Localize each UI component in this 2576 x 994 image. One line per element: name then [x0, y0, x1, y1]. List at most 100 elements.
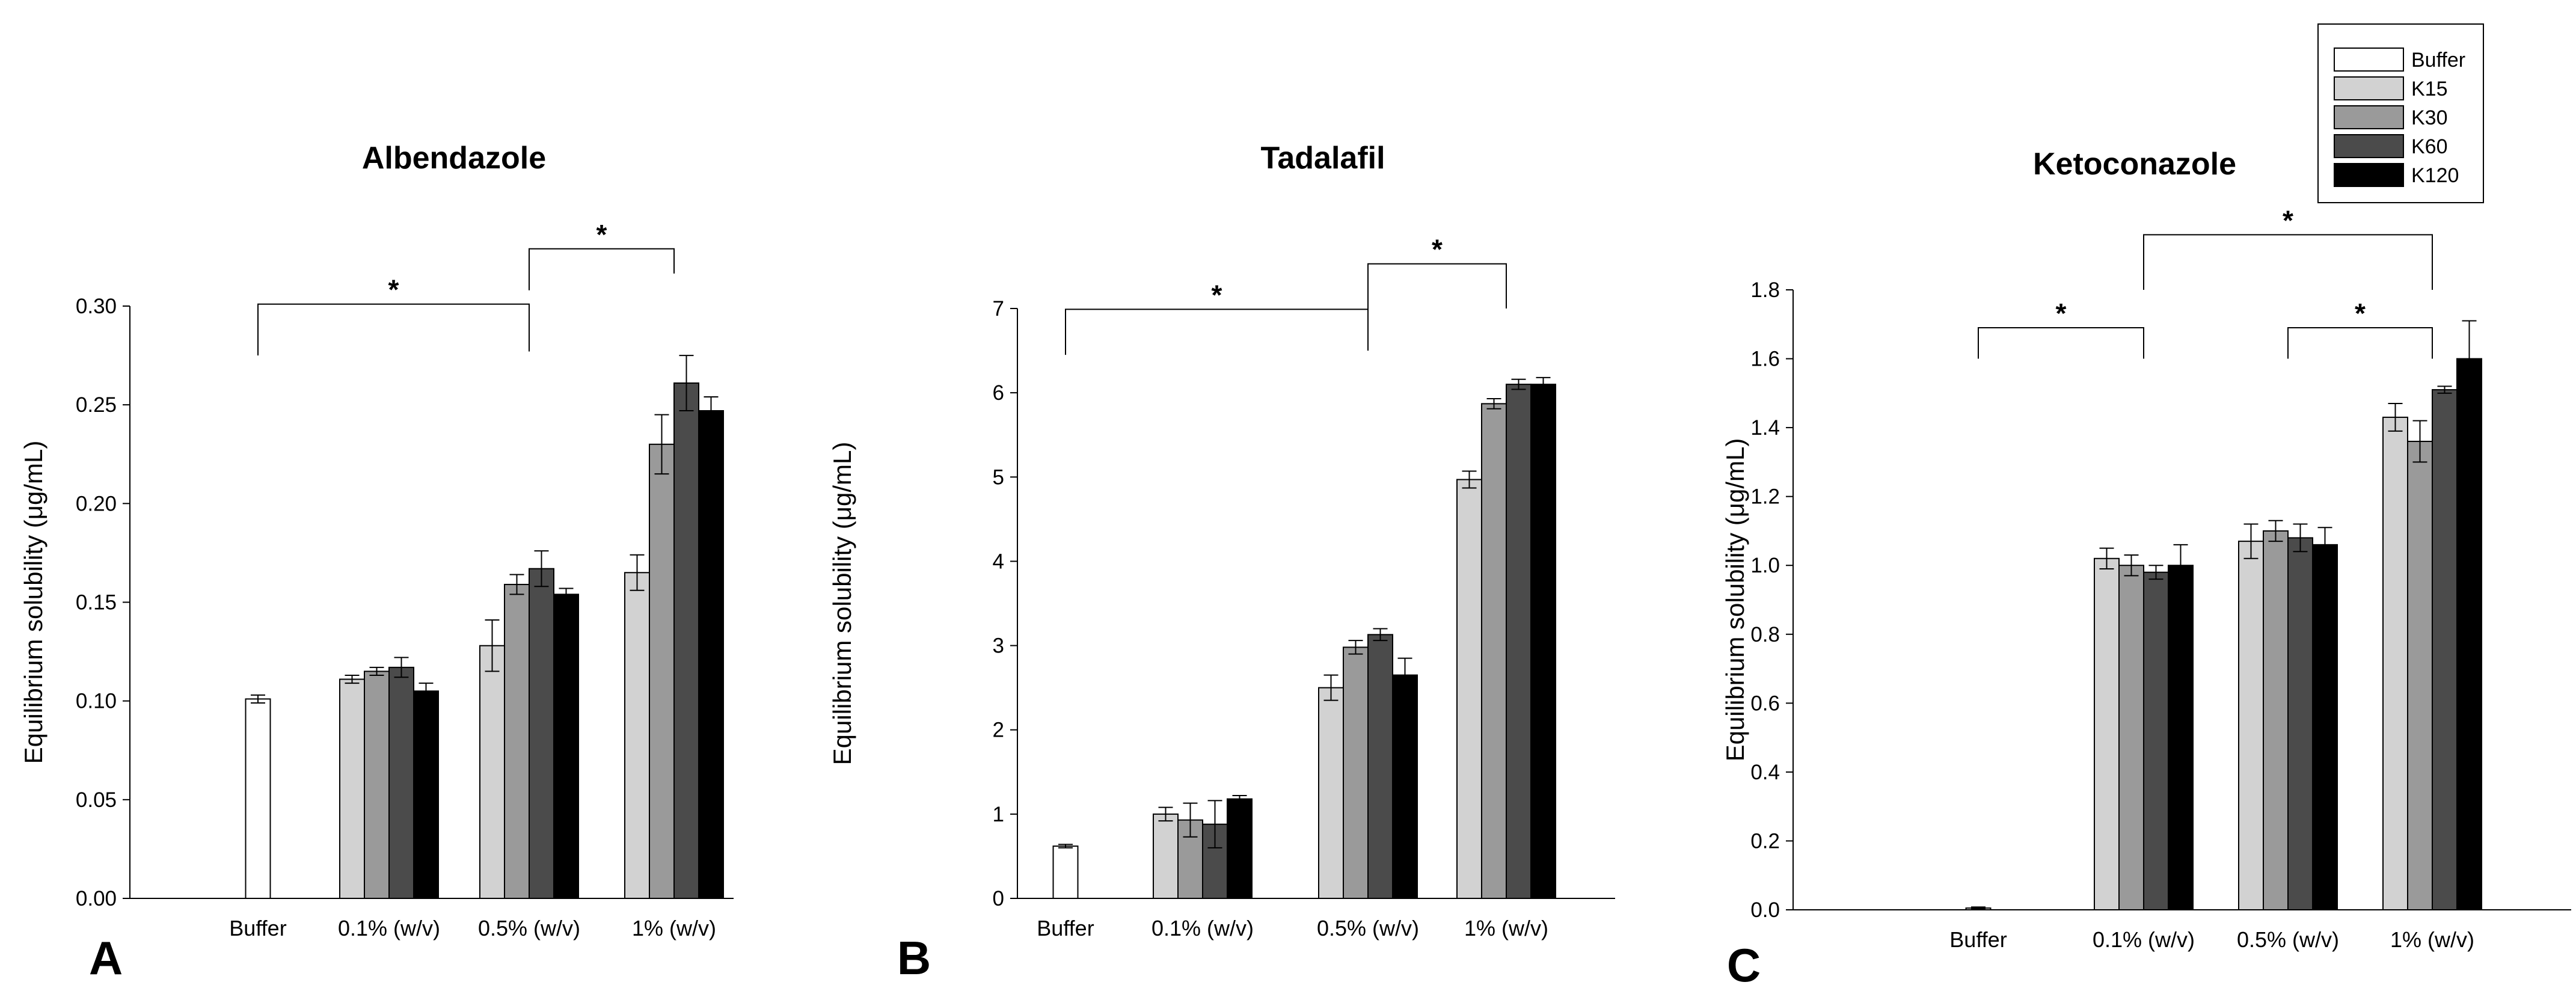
bar-k120: [2312, 544, 2338, 910]
panel-label: A: [89, 931, 123, 984]
significance-star: *: [2355, 298, 2366, 329]
legend-label: Buffer: [2411, 49, 2465, 72]
bar-k60: [2143, 571, 2169, 910]
bar-k60: [673, 382, 699, 899]
x-tick-label: 0.5% (w/v): [2237, 927, 2339, 952]
bar-k120: [2168, 565, 2194, 910]
bar-k15: [339, 678, 365, 900]
panel-label: C: [1727, 939, 1761, 991]
significance-bracket: [2287, 327, 2433, 359]
bar-k15: [2238, 541, 2264, 910]
significance-star: *: [596, 219, 607, 250]
bar-k120: [698, 410, 724, 899]
bar-k60: [529, 568, 554, 899]
legend-swatch-k60: [2334, 134, 2404, 158]
bar-k60: [388, 666, 414, 899]
x-tick-label: 0.5% (w/v): [1317, 916, 1419, 940]
x-tick-label: Buffer: [1949, 927, 2007, 952]
significance-star: *: [2283, 204, 2293, 236]
bar-k30: [649, 443, 675, 899]
bar-k15: [1153, 813, 1179, 900]
y-axis-label: Equilibrium solubility (μg/mL): [828, 442, 856, 765]
y-tick-label: 3: [993, 634, 1004, 658]
x-tick-label: 0.1% (w/v): [1152, 916, 1254, 940]
bar-k60: [2432, 389, 2458, 910]
panel-label: B: [897, 931, 931, 984]
y-tick-label: 7: [993, 297, 1004, 321]
panel-c: Ketoconazole C Equilibrium solubility (μg/…: [1721, 147, 2571, 992]
y-tick-label: 1.8: [1750, 278, 1780, 302]
x-tick-label: 1% (w/v): [632, 916, 716, 940]
panel-b: Tadalafil B Equilibrium solubility (μg/mL)…: [828, 141, 1615, 984]
bar-k120: [1530, 384, 1556, 899]
y-tick-label: 6: [993, 381, 1004, 405]
x-tick-label: 0.5% (w/v): [478, 916, 580, 940]
y-tick-label: 0.10: [76, 690, 117, 713]
y-tick-label: 0.15: [76, 591, 117, 615]
y-tick-label: 0.2: [1750, 829, 1780, 853]
bar-k120: [1227, 798, 1253, 900]
bar-k120: [553, 594, 579, 899]
legend-swatch-k120: [2334, 163, 2404, 187]
y-tick-label: 0: [993, 887, 1004, 910]
chart-title: Albendazole: [362, 141, 546, 176]
chart-title: Ketoconazole: [2033, 147, 2236, 182]
x-tick-label: 1% (w/v): [2390, 927, 2474, 952]
x-tick-label: 0.1% (w/v): [2093, 927, 2195, 952]
y-tick-label: 2: [993, 719, 1004, 742]
legend-label: K120: [2411, 164, 2459, 187]
y-tick-label: 1.2: [1750, 485, 1780, 509]
bar-k15: [2382, 416, 2408, 910]
legend-swatch-buffer: [2334, 48, 2404, 72]
y-tick-label: 0.6: [1750, 692, 1780, 715]
bar-k120: [1392, 674, 1418, 900]
panel-a: Albendazole A Equilibrium solubility (μg/m…: [19, 141, 734, 984]
significance-bracket: [1065, 308, 1369, 355]
y-tick-label: 1.0: [1750, 554, 1780, 577]
bar-k60: [1506, 384, 1532, 899]
bar-buffer: [1052, 845, 1079, 900]
y-tick-label: 0.20: [76, 492, 117, 515]
x-tick-label: 1% (w/v): [1464, 916, 1548, 940]
bar-k30: [2407, 441, 2433, 910]
legend-label: K60: [2411, 135, 2448, 158]
y-tick-label: 0.30: [76, 295, 117, 318]
significance-star: *: [388, 274, 399, 305]
significance-star: *: [1212, 279, 1222, 310]
bar-k60: [1367, 634, 1393, 900]
bar-k60: [2287, 537, 2313, 910]
bar-k30: [1481, 403, 1507, 899]
y-tick-label: 0.05: [76, 788, 117, 812]
y-tick-label: 0.0: [1750, 898, 1780, 922]
bar-k120: [2456, 358, 2482, 910]
legend-label: K30: [2411, 106, 2448, 129]
y-tick-label: 0.4: [1750, 761, 1780, 784]
bar-k30: [2118, 565, 2144, 910]
y-tick-label: 0.25: [76, 393, 117, 417]
bar-k30: [364, 670, 390, 899]
bar-k30: [2263, 530, 2289, 910]
y-tick-label: 1: [993, 803, 1004, 826]
significance-star: *: [2056, 298, 2067, 329]
significance-bracket: [529, 248, 675, 290]
legend-swatch-k30: [2334, 105, 2404, 129]
y-tick-label: 0.8: [1750, 623, 1780, 646]
legend-swatch-k15: [2334, 76, 2404, 100]
significance-bracket: [257, 303, 530, 356]
bar-k15: [2094, 557, 2120, 910]
bar-k15: [479, 645, 505, 899]
bar-buffer: [245, 698, 271, 899]
y-axis-label: Equilibrium solubility (μg/mL): [1721, 438, 1749, 762]
x-tick-label: 0.1% (w/v): [338, 916, 440, 940]
y-tick-label: 1.6: [1750, 348, 1780, 371]
significance-bracket: [1978, 327, 2144, 359]
y-axis-label: Equilibrium solubility (μg/mL): [19, 441, 48, 764]
legend: Buffer K15 K30 K60 K120: [2317, 23, 2484, 203]
x-tick-label: Buffer: [1037, 916, 1094, 940]
bar-k15: [1318, 687, 1344, 899]
bar-k30: [1343, 646, 1369, 899]
significance-bracket: [2143, 234, 2433, 290]
y-tick-label: 4: [993, 550, 1004, 573]
bar-k30: [504, 583, 530, 899]
